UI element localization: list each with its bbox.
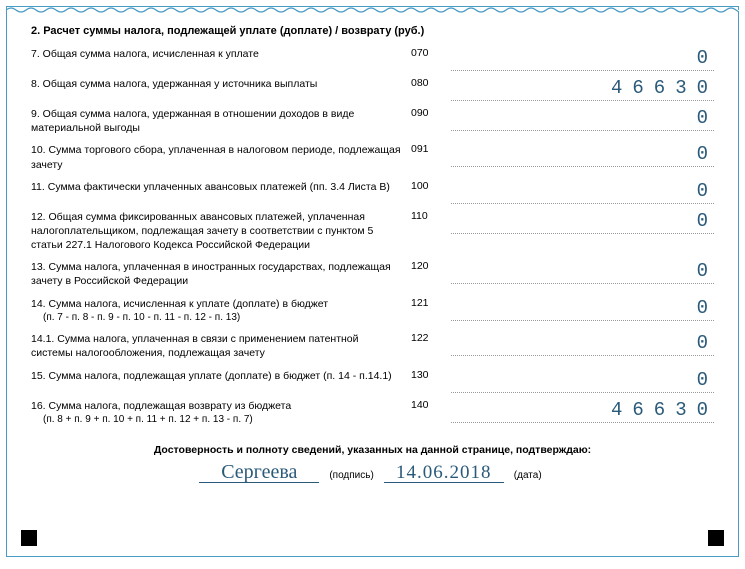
row-code: 122	[411, 332, 441, 344]
rows-container: 7. Общая сумма налога, исчисленная к упл…	[31, 47, 714, 426]
row-value: 46630	[441, 399, 720, 421]
row-value: 0	[441, 143, 720, 165]
form-row: 14.1. Сумма налога, уплаченная в связи с…	[31, 332, 714, 360]
row-label: 7. Общая сумма налога, исчисленная к упл…	[31, 47, 411, 61]
signature-value: Сергеева	[199, 462, 319, 483]
row-value: 0	[441, 47, 720, 69]
form-row: 15. Сумма налога, подлежащая уплате (доп…	[31, 369, 714, 391]
row-sublabel: (п. 8 + п. 9 + п. 10 + п. 11 + п. 12 + п…	[31, 413, 403, 427]
row-value: 0	[441, 180, 720, 202]
row-value: 0	[441, 260, 720, 282]
row-value: 0	[441, 332, 720, 354]
form-row: 13. Сумма налога, уплаченная в иностранн…	[31, 260, 714, 288]
row-label: 15. Сумма налога, подлежащая уплате (доп…	[31, 369, 411, 383]
row-code: 070	[411, 47, 441, 59]
row-label: 9. Общая сумма налога, удержанная в отно…	[31, 107, 411, 135]
row-label: 14. Сумма налога, исчисленная к уплате (…	[31, 297, 411, 325]
form-page: 2. Расчет суммы налога, подлежащей уплат…	[6, 6, 739, 557]
row-label: 10. Сумма торгового сбора, уплаченная в …	[31, 143, 411, 171]
form-row: 12. Общая сумма фиксированных авансовых …	[31, 210, 714, 253]
form-row: 7. Общая сумма налога, исчисленная к упл…	[31, 47, 714, 69]
form-row: 14. Сумма налога, исчисленная к уплате (…	[31, 297, 714, 325]
confirmation-block: Достоверность и полноту сведений, указан…	[31, 444, 714, 483]
confirm-title: Достоверность и полноту сведений, указан…	[31, 444, 714, 456]
row-code: 120	[411, 260, 441, 272]
row-value: 0	[441, 210, 720, 232]
row-code: 100	[411, 180, 441, 192]
section-title: 2. Расчет суммы налога, подлежащей уплат…	[31, 25, 714, 37]
form-row: 10. Сумма торгового сбора, уплаченная в …	[31, 143, 714, 171]
row-code: 090	[411, 107, 441, 119]
form-row: 16. Сумма налога, подлежащая возврату из…	[31, 399, 714, 427]
signature-line: Сергеева (подпись) 14.06.2018 (дата)	[31, 462, 714, 483]
form-row: 9. Общая сумма налога, удержанная в отно…	[31, 107, 714, 135]
alignment-marker	[708, 530, 724, 546]
form-row: 8. Общая сумма налога, удержанная у исто…	[31, 77, 714, 99]
row-value: 46630	[441, 77, 720, 99]
row-code: 091	[411, 143, 441, 155]
row-code: 121	[411, 297, 441, 309]
row-value: 0	[441, 369, 720, 391]
row-code: 080	[411, 77, 441, 89]
row-label: 12. Общая сумма фиксированных авансовых …	[31, 210, 411, 253]
row-code: 140	[411, 399, 441, 411]
row-label: 8. Общая сумма налога, удержанная у исто…	[31, 77, 411, 91]
row-label: 11. Сумма фактически уплаченных авансовы…	[31, 180, 411, 194]
row-label: 14.1. Сумма налога, уплаченная в связи с…	[31, 332, 411, 360]
row-value: 0	[441, 107, 720, 129]
row-code: 110	[411, 210, 441, 222]
signature-caption: (подпись)	[325, 470, 377, 483]
row-label: 16. Сумма налога, подлежащая возврату из…	[31, 399, 411, 427]
date-caption: (дата)	[510, 470, 546, 483]
torn-edge	[6, 6, 739, 14]
date-value: 14.06.2018	[384, 463, 504, 483]
row-value: 0	[441, 297, 720, 319]
form-row: 11. Сумма фактически уплаченных авансовы…	[31, 180, 714, 202]
alignment-marker	[21, 530, 37, 546]
row-sublabel: (п. 7 - п. 8 - п. 9 - п. 10 - п. 11 - п.…	[31, 311, 403, 325]
row-label: 13. Сумма налога, уплаченная в иностранн…	[31, 260, 411, 288]
row-code: 130	[411, 369, 441, 381]
